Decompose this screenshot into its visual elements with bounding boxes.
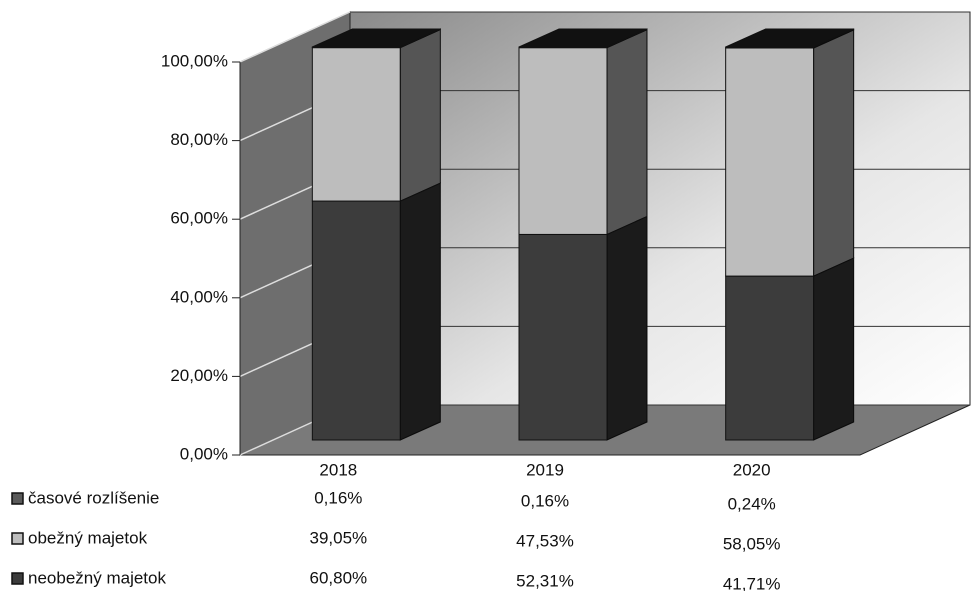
bar-side-shade [607,29,647,235]
bar-segment [311,200,401,441]
y-tick-label: 20,00% [170,366,228,385]
value-label: 47,53% [516,531,574,550]
value-label: 41,71% [723,574,781,591]
legend-swatch [11,492,24,505]
bar-segment [518,47,608,235]
grid-line [239,11,351,63]
value-label: 58,05% [723,534,781,553]
bar-segment [725,275,815,441]
bar-side-shade [400,183,441,440]
bar-side-shade [607,216,647,440]
legend-label: neobežný majetok [28,568,166,587]
value-label: 60,80% [309,568,367,587]
bar-segment [518,233,608,441]
bar-side-shade [400,29,441,202]
back-wall [349,11,971,406]
bar-top [725,28,854,48]
y-tick-label: 100,00% [161,51,228,70]
value-label: 39,05% [309,528,367,547]
legend-swatch [11,572,24,585]
x-tick-label: 2020 [733,460,771,479]
bar-side-shade [813,258,854,440]
x-tick-label: 2018 [319,460,357,479]
y-tick-label: 0,00% [180,444,228,463]
value-label: 0,16% [314,488,362,507]
bar-side-shade [813,29,854,277]
legend-label: časové rozlíšenie [28,488,159,507]
value-label: 0,16% [521,491,569,510]
bar-segment [311,47,401,202]
bar-segment [725,47,815,277]
value-label: 52,31% [516,571,574,590]
x-tick-label: 2019 [526,460,564,479]
y-tick-label: 40,00% [170,287,228,306]
y-tick-label: 60,00% [170,209,228,228]
value-label: 0,24% [728,494,776,513]
legend-swatch [11,532,24,545]
bar-top [312,28,441,48]
legend-label: obežný majetok [28,528,148,547]
y-tick-label: 80,00% [170,130,228,149]
bar-top [518,28,648,48]
